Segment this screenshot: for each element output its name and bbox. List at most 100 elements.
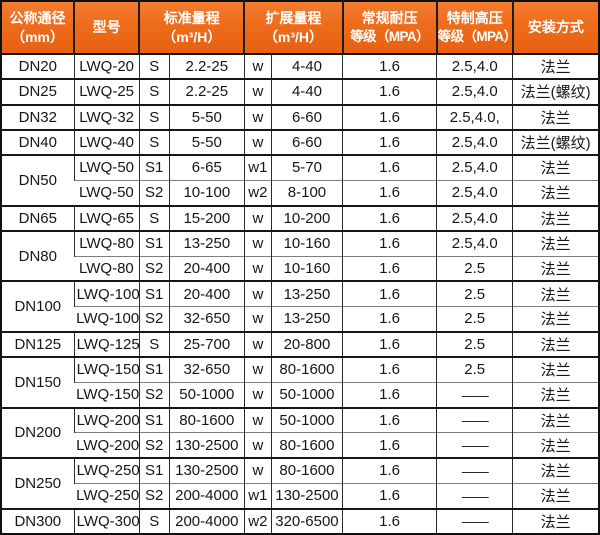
cell-install-method: 法兰 (512, 153, 599, 181)
cell-high-pressure-rating: 2.5 (436, 280, 513, 307)
cell-standard-range: 2.2-25 (168, 52, 245, 80)
cell-high-pressure-rating: —— (436, 456, 513, 484)
cell-high-pressure-rating: 2.5,4.0 (436, 204, 513, 231)
cell-high-pressure-rating: 2.5,4.0 (436, 229, 513, 256)
cell-standard-range: 6-65 (168, 153, 245, 181)
cell-standard-code: S2 (138, 305, 170, 332)
cell-model: LWQ-80 (74, 255, 140, 282)
cell-standard-code: S1 (138, 406, 170, 433)
cell-pressure-rating: 1.6 (342, 432, 437, 458)
cell-install-method: 法兰(螺纹) (512, 128, 599, 155)
cell-extended-range: 10-160 (270, 229, 343, 256)
cell-install-method: 法兰 (512, 103, 599, 130)
cell-extended-range: 5-70 (270, 153, 343, 181)
cell-standard-code: S (138, 128, 170, 155)
cell-extended-code: w1 (243, 153, 272, 181)
cell-extended-range: 80-1600 (270, 456, 343, 484)
cell-install-method: 法兰 (512, 381, 599, 408)
cell-nominal-diameter: DN125 (1, 330, 75, 357)
cell-pressure-rating: 1.6 (342, 507, 437, 534)
table-row: DN300 LWQ-300 S 200-4000 w2 320-6500 1.6 —— 法兰 (1, 507, 599, 534)
cell-nominal-diameter: DN200 (1, 406, 75, 458)
cell-extended-range: 20-800 (270, 330, 343, 357)
table-row: LWQ-50 S2 10-100 w2 8-100 1.6 2.5,4.0 法兰 (1, 179, 599, 206)
cell-standard-code: S (138, 507, 170, 534)
table-row: DN50 LWQ-50 S1 6-65 w1 5-70 1.6 2.5,4.0 法兰 (1, 153, 599, 206)
table-row: DN100 LWQ-100 S1 20-400 w 13-250 1.6 2.5 法兰 (1, 280, 599, 332)
cell-extended-range: 8-100 (270, 179, 343, 206)
cell-extended-range: 6-60 (270, 128, 343, 155)
cell-standard-code: S (138, 204, 170, 231)
header-high-pressure-rating-line2: 等级（MPA） (437, 28, 513, 44)
cell-model: LWQ-25 (73, 78, 140, 105)
cell-high-pressure-rating: —— (436, 432, 513, 458)
cell-extended-code: w2 (243, 179, 272, 206)
table-row: DN150 LWQ-150 S1 32-650 w 80-1600 1.6 2.5 法兰 (1, 355, 599, 408)
header-nominal-diameter-line1: 公称通径 (9, 9, 66, 26)
cell-extended-range: 6-60 (270, 103, 343, 130)
cell-extended-code: w (243, 305, 272, 332)
cell-nominal-diameter: DN150 (1, 356, 75, 408)
header-standard-range: 标准量程 （m³/H） (138, 1, 245, 55)
cell-high-pressure-rating: 2.5,4.0, (436, 103, 513, 130)
cell-install-method: 法兰 (512, 456, 599, 484)
header-nominal-diameter-line2: （mm） (11, 28, 64, 45)
cell-standard-code: S1 (138, 456, 170, 484)
cell-extended-code: w2 (243, 507, 272, 534)
table-row: DN40 LWQ-40 S 5-50 w 6-60 1.6 2.5,4.0 法兰(螺纹) (1, 128, 599, 155)
cell-model: LWQ-300 (73, 507, 140, 534)
cell-pressure-rating: 1.6 (342, 103, 437, 130)
cell-install-method: 法兰 (512, 305, 599, 332)
table-row: DN32 LWQ-32 S 5-50 w 6-60 1.6 2.5,4.0, 法兰 (1, 103, 599, 130)
cell-extended-range: 80-1600 (270, 355, 343, 383)
header-model: 型号 (73, 1, 140, 55)
cell-pressure-rating: 1.6 (342, 355, 437, 383)
cell-model: LWQ-250 (73, 456, 140, 484)
cell-extended-code: w (243, 456, 272, 484)
cell-high-pressure-rating: 2.5,4.0 (436, 128, 513, 155)
cell-model: LWQ-200 (73, 406, 140, 433)
header-extended-range-line2: （m³/H） (263, 28, 323, 45)
cell-extended-range: 13-250 (270, 305, 343, 332)
cell-pressure-rating: 1.6 (342, 204, 437, 231)
cell-model: LWQ-150 (74, 381, 140, 408)
cell-model: LWQ-32 (73, 103, 140, 130)
cell-high-pressure-rating: 2.5 (436, 305, 513, 332)
cell-high-pressure-rating: —— (436, 482, 513, 509)
cell-standard-code: S2 (138, 482, 170, 509)
cell-high-pressure-rating: —— (436, 406, 513, 433)
cell-standard-range: 10-100 (168, 179, 245, 206)
cell-high-pressure-rating: 2.5,4.0 (436, 153, 513, 181)
cell-standard-code: S1 (138, 355, 170, 383)
cell-install-method: 法兰 (512, 52, 599, 80)
cell-standard-code: S (138, 103, 170, 130)
cell-install-method: 法兰 (512, 255, 599, 282)
cell-standard-code: S1 (138, 280, 170, 307)
cell-install-method: 法兰 (512, 406, 599, 433)
header-standard-range-line1: 标准量程 (163, 9, 220, 26)
cell-extended-code: w (243, 381, 272, 408)
cell-high-pressure-rating: 2.5 (436, 255, 513, 282)
cell-extended-code: w (243, 330, 272, 357)
table-row: DN80 LWQ-80 S1 13-250 w 10-160 1.6 2.5,4.0 法兰 (1, 229, 599, 282)
cell-standard-range: 25-700 (168, 330, 245, 357)
cell-standard-code: S1 (138, 229, 170, 256)
cell-high-pressure-rating: 2.5,4.0 (436, 179, 513, 206)
cell-pressure-rating: 1.6 (342, 456, 437, 484)
table-row: DN25 LWQ-25 S 2.2-25 w 4-40 1.6 2.5,4.0 法兰(螺纹) (1, 78, 599, 105)
cell-nominal-diameter: DN300 (1, 507, 75, 534)
cell-pressure-rating: 1.6 (342, 406, 437, 433)
cell-nominal-diameter: DN50 (1, 154, 75, 206)
cell-standard-range: 13-250 (168, 229, 245, 256)
cell-nominal-diameter: DN25 (1, 78, 75, 105)
table-row: LWQ-200 S2 130-2500 w 80-1600 1.6 —— 法兰 (1, 432, 599, 458)
cell-extended-code: w (243, 255, 272, 282)
header-high-pressure-rating: 特制高压 等级（MPA） (435, 1, 513, 55)
cell-model: LWQ-20 (73, 52, 140, 80)
header-high-pressure-rating-line1: 特制高压 (446, 9, 503, 26)
cell-standard-code: S2 (138, 432, 170, 458)
cell-model: LWQ-65 (73, 204, 140, 231)
cell-standard-range: 50-1000 (168, 381, 245, 408)
header-pressure-rating: 常规耐压 等级（MPA） (341, 1, 437, 55)
cell-extended-code: w (243, 78, 272, 105)
